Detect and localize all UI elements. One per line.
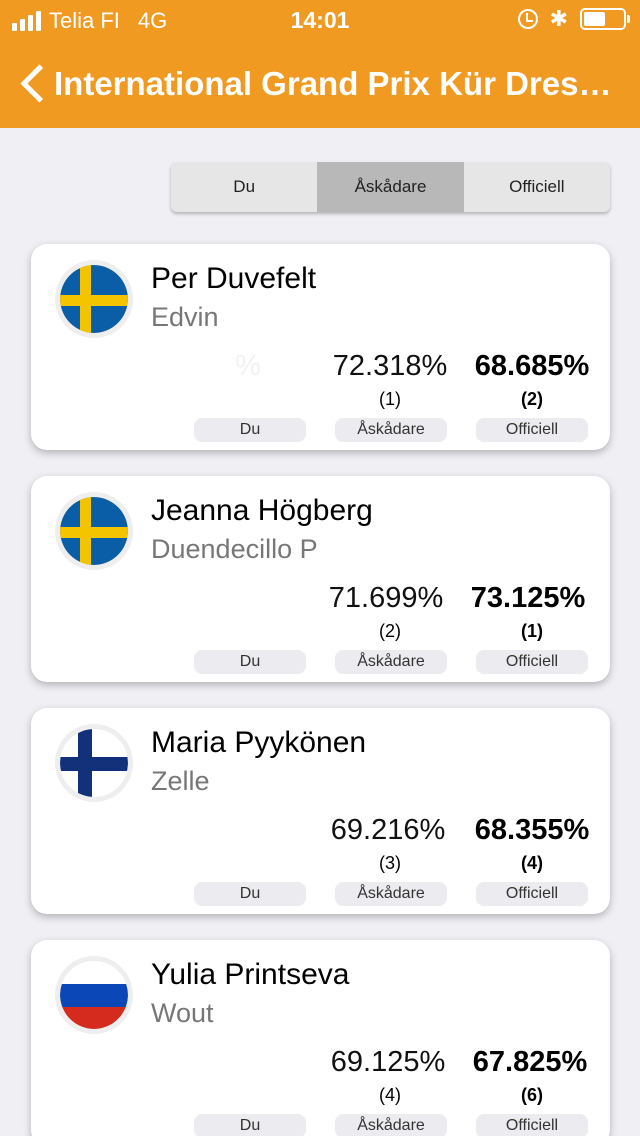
russia-flag-icon — [55, 956, 133, 1034]
app-header: Telia FI 4G 14:01 ✱ International Grand … — [0, 0, 640, 128]
battery-icon — [580, 8, 630, 30]
official-score: 68.685% — [474, 350, 590, 382]
official-score: 68.355% — [474, 814, 590, 846]
signal-strength-icon — [12, 11, 41, 31]
spectator-rank: (2) — [379, 621, 401, 641]
status-right: ✱ — [517, 6, 630, 31]
spectator-label: Åskådare — [335, 1114, 447, 1136]
du-label: Du — [194, 650, 306, 674]
official-rank: (2) — [521, 389, 543, 409]
du-score: % — [235, 350, 261, 382]
official-label: Officiell — [476, 882, 588, 906]
official-score: 67.825% — [472, 1046, 588, 1078]
horse-name: Duendecillo P — [151, 534, 318, 564]
official-rank: (1) — [521, 621, 543, 641]
spectator-score: 72.318% — [332, 350, 448, 382]
segment-askadare[interactable]: Åskådare — [317, 162, 464, 212]
sweden-flag-icon — [55, 492, 133, 570]
back-chevron-icon[interactable] — [16, 64, 46, 104]
du-label: Du — [194, 418, 306, 442]
result-card[interactable]: Yulia Printseva Wout 69.125% 67.825% (4)… — [31, 940, 610, 1136]
spectator-score: 71.699% — [328, 582, 444, 614]
result-card[interactable]: Jeanna Högberg Duendecillo P 71.699% 73.… — [31, 476, 610, 682]
segment-officiell[interactable]: Officiell — [509, 177, 565, 196]
result-card[interactable]: Maria Pyykönen Zelle 69.216% 68.355% (3)… — [31, 708, 610, 914]
carrier-name: Telia FI — [49, 8, 120, 33]
spectator-label: Åskådare — [335, 882, 447, 906]
alarm-icon — [517, 9, 538, 29]
du-label: Du — [194, 1114, 306, 1136]
spectator-rank: (3) — [379, 853, 401, 873]
spectator-label: Åskådare — [335, 418, 447, 442]
rider-name: Maria Pyykönen — [151, 726, 367, 759]
status-bar: Telia FI 4G 14:01 ✱ — [0, 0, 640, 40]
sweden-flag-icon — [55, 260, 133, 338]
spectator-rank: (4) — [379, 1085, 401, 1105]
status-time: 14:01 — [290, 7, 350, 33]
rider-name: Per Duvefelt — [151, 262, 317, 295]
spectator-label: Åskådare — [335, 650, 447, 674]
battery-fill — [584, 12, 605, 26]
segment-du[interactable]: Du — [233, 177, 256, 196]
view-segmented-control: Du Åskådare Officiell — [171, 162, 610, 212]
finland-flag-icon — [55, 724, 133, 802]
horse-name: Edvin — [151, 302, 219, 332]
network-type: 4G — [137, 8, 168, 33]
spectator-score: 69.216% — [330, 814, 446, 846]
official-score: 73.125% — [470, 582, 586, 614]
page-title: International Grand Prix Kür Dressyr — [54, 65, 614, 102]
result-card[interactable]: Per Duvefelt Edvin % 72.318% 68.685% (1)… — [31, 244, 610, 450]
rider-name: Yulia Printseva — [151, 958, 350, 991]
rider-name: Jeanna Högberg — [151, 494, 373, 527]
official-label: Officiell — [476, 418, 588, 442]
official-rank: (6) — [521, 1085, 543, 1105]
status-left: Telia FI 4G — [12, 8, 167, 34]
spectator-rank: (1) — [379, 389, 401, 409]
official-label: Officiell — [476, 650, 588, 674]
horse-name: Wout — [151, 998, 214, 1028]
official-label: Officiell — [476, 1114, 588, 1136]
spectator-score: 69.125% — [330, 1046, 446, 1078]
du-label: Du — [194, 882, 306, 906]
bluetooth-icon: ✱ — [549, 6, 568, 31]
horse-name: Zelle — [151, 766, 210, 796]
navigation-bar: International Grand Prix Kür Dressyr — [0, 48, 640, 120]
official-rank: (4) — [521, 853, 543, 873]
